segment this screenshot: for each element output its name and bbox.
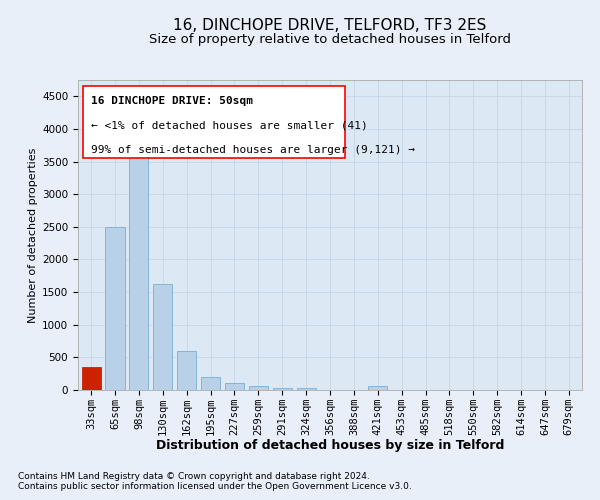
Text: Size of property relative to detached houses in Telford: Size of property relative to detached ho… — [149, 32, 511, 46]
Y-axis label: Number of detached properties: Number of detached properties — [28, 148, 38, 322]
Bar — [177, 352, 196, 390]
Bar — [272, 388, 292, 390]
X-axis label: Distribution of detached houses by size in Telford: Distribution of detached houses by size … — [156, 440, 504, 452]
Text: ← <1% of detached houses are smaller (41): ← <1% of detached houses are smaller (41… — [91, 120, 367, 130]
Text: 99% of semi-detached houses are larger (9,121) →: 99% of semi-detached houses are larger (… — [91, 145, 415, 155]
FancyBboxPatch shape — [83, 86, 345, 158]
Bar — [82, 367, 101, 390]
Text: Contains HM Land Registry data © Crown copyright and database right 2024.: Contains HM Land Registry data © Crown c… — [18, 472, 370, 481]
Bar — [225, 383, 244, 390]
Bar — [130, 148, 148, 390]
Bar — [296, 388, 316, 390]
Bar — [106, 227, 125, 390]
Bar — [201, 377, 220, 390]
Text: 16, DINCHOPE DRIVE, TELFORD, TF3 2ES: 16, DINCHOPE DRIVE, TELFORD, TF3 2ES — [173, 18, 487, 32]
Bar — [249, 386, 268, 390]
Bar — [368, 386, 388, 390]
Text: 16 DINCHOPE DRIVE: 50sqm: 16 DINCHOPE DRIVE: 50sqm — [91, 96, 253, 106]
Text: Contains public sector information licensed under the Open Government Licence v3: Contains public sector information licen… — [18, 482, 412, 491]
Bar — [153, 284, 172, 390]
